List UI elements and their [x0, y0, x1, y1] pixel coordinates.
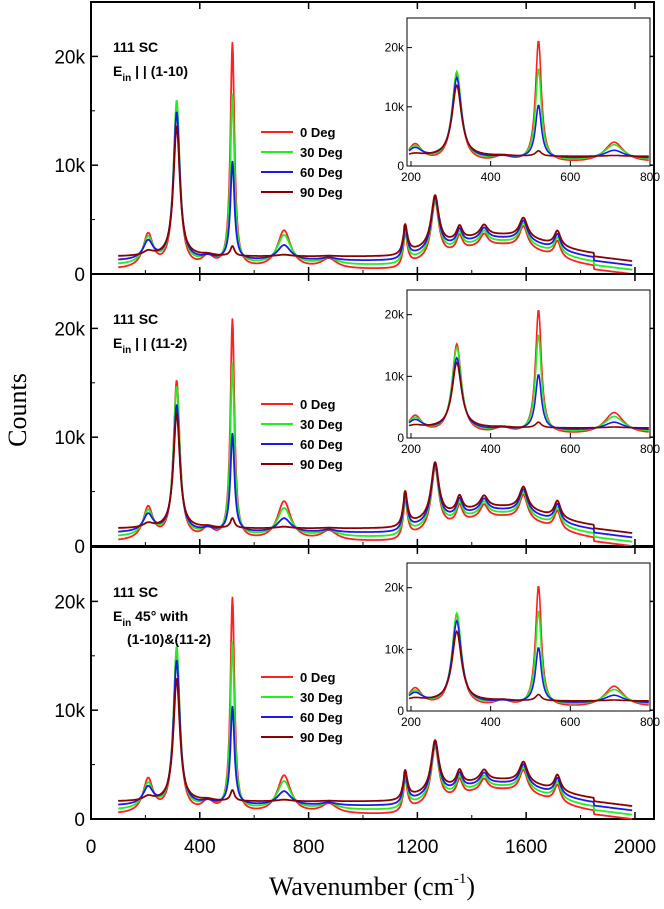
y-axis-title: Counts — [3, 373, 32, 447]
x-tick-label: 800 — [293, 837, 325, 858]
series-line-90-deg — [117, 125, 633, 262]
x-tick-label: 1200 — [396, 837, 438, 858]
panel-annotation-field: Ein | | (11-2) — [113, 335, 187, 356]
annotation-sub: in — [122, 345, 131, 356]
panel-middle: 0 10k 20k 111 SC Ein | | (11-2) 0 Deg 30 Deg 60… — [54, 273, 660, 558]
inset-x-tick-label: 800 — [640, 170, 660, 184]
series-line-60-deg — [117, 111, 633, 267]
x-tick-label: 1600 — [505, 837, 547, 858]
inset-frame — [406, 562, 651, 712]
legend-label: 90 Deg — [300, 730, 343, 745]
inset-series-line — [408, 83, 649, 157]
series-line-0-deg — [117, 41, 633, 275]
legend-label: 30 Deg — [300, 145, 343, 160]
annotation-e: E — [113, 63, 122, 79]
panel-annotation-title: 111 SC — [113, 39, 158, 55]
series-line-60-deg — [117, 659, 633, 812]
inset-x-tick-label: 200 — [401, 170, 421, 184]
inset-x-tick-label: 600 — [560, 715, 580, 729]
inset-chart: 200 400 600 800 0 10k 20k — [385, 17, 660, 184]
inset-x-tick-label: 400 — [481, 170, 501, 184]
y-tick-label: 0 — [74, 810, 85, 831]
inset-y-tick-label: 10k — [385, 642, 405, 656]
inset-series-line — [408, 629, 649, 702]
series-line-0-deg — [117, 596, 633, 820]
inset-y-tick-label: 0 — [397, 704, 404, 718]
legend-label: 0 Deg — [300, 670, 335, 685]
annotation-rest: | | (1-10) — [131, 63, 188, 79]
inset-x-tick-label: 400 — [481, 442, 501, 456]
annotation-rest: 45° with — [131, 608, 188, 624]
legend-label: 90 Deg — [300, 185, 343, 200]
inset-x-tick-label: 200 — [401, 715, 421, 729]
legend-label: 30 Deg — [300, 417, 343, 432]
x-tick-label: 2000 — [614, 837, 656, 858]
inset-y-tick-label: 10k — [385, 369, 405, 383]
legend-label: 60 Deg — [300, 165, 343, 180]
legend-label: 60 Deg — [300, 710, 343, 725]
panel-annotation-field: Ein | | (1-10) — [113, 63, 188, 84]
inset-y-tick-label: 20k — [385, 581, 405, 595]
y-tick-label: 20k — [54, 592, 85, 613]
legend-label: 90 Deg — [300, 457, 343, 472]
series-line-90-deg — [117, 412, 633, 534]
x-tick-label: 400 — [184, 837, 216, 858]
annotation-sub: in — [122, 73, 131, 84]
inset-x-tick-label: 800 — [640, 715, 660, 729]
y-tick-label: 20k — [54, 47, 85, 68]
x-tick-label: 0 — [86, 837, 97, 858]
panel-annotation-field: Ein 45° with — [113, 608, 188, 629]
series-line-60-deg — [117, 404, 633, 539]
inset-y-tick-label: 10k — [385, 100, 405, 114]
panel-annotation-title: 111 SC — [113, 584, 158, 600]
inset-x-tick-label: 400 — [481, 715, 501, 729]
y-tick-label: 0 — [74, 537, 85, 558]
panel-annotation-title: 111 SC — [113, 311, 158, 327]
y-tick-label: 0 — [74, 265, 85, 286]
series-line-0-deg — [117, 318, 633, 547]
x-axis-title-main: Wavenumber (cm — [269, 872, 454, 901]
panel-annotation-line3: (1-10)&(11-2) — [127, 631, 211, 647]
annotation-rest: | | (11-2) — [131, 335, 187, 351]
y-tick-label: 10k — [54, 428, 85, 449]
inset-x-tick-label: 800 — [640, 442, 660, 456]
legend-label: 0 Deg — [300, 125, 335, 140]
inset-series-line — [408, 361, 649, 429]
annotation-sub: in — [122, 618, 131, 629]
legend-label: 0 Deg — [300, 397, 335, 412]
inset-y-tick-label: 0 — [397, 159, 404, 173]
inset-frame — [406, 289, 651, 439]
legend-label: 30 Deg — [300, 690, 343, 705]
y-tick-label: 10k — [54, 156, 85, 177]
annotation-e: E — [113, 608, 122, 624]
x-axis-title: Wavenumber (cm-1) — [269, 871, 475, 901]
inset-x-tick-label: 600 — [560, 442, 580, 456]
panel-top: 0 10k 20k 111 SC Ein | | (1-10) 0 Deg 30 Deg 60… — [54, 1, 660, 286]
inset-y-tick-label: 20k — [385, 41, 405, 55]
annotation-e: E — [113, 335, 122, 351]
legend-label: 60 Deg — [300, 437, 343, 452]
series-line-90-deg — [117, 678, 633, 807]
inset-y-tick-label: 0 — [397, 431, 404, 445]
x-axis-title-close: ) — [466, 872, 475, 901]
y-tick-label: 10k — [54, 701, 85, 722]
inset-x-tick-label: 600 — [560, 170, 580, 184]
panel-frame — [90, 546, 655, 820]
inset-x-tick-label: 200 — [401, 442, 421, 456]
inset-chart: 200 400 600 800 0 10k 20k — [385, 289, 660, 456]
y-tick-label: 20k — [54, 319, 85, 340]
inset-y-tick-label: 20k — [385, 308, 405, 322]
inset-frame — [406, 17, 651, 167]
inset-chart: 200 400 600 800 0 10k 20k — [385, 562, 660, 729]
x-axis-title-sup: -1 — [454, 871, 467, 887]
